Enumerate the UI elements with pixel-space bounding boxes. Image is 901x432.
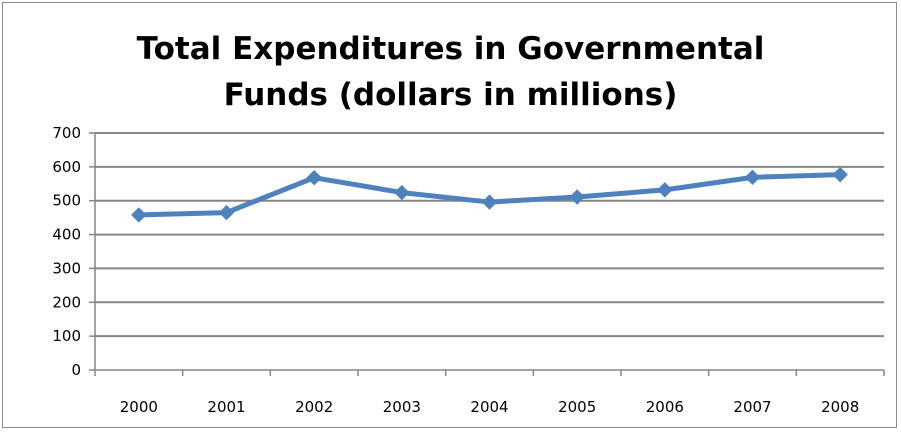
chart-title-line-2: Funds (dollars in millions) bbox=[223, 77, 678, 113]
x-tick-label: 2007 bbox=[733, 398, 771, 416]
y-tick-label: 500 bbox=[52, 192, 81, 210]
y-tick-label: 400 bbox=[52, 226, 81, 244]
data-point-marker bbox=[832, 166, 848, 183]
y-tick-label: 300 bbox=[52, 259, 81, 277]
x-tick-label: 2005 bbox=[558, 398, 596, 416]
x-tick-label: 2004 bbox=[470, 398, 508, 416]
axes bbox=[89, 132, 885, 376]
x-tick-label: 2003 bbox=[383, 398, 421, 416]
data-point-marker bbox=[657, 182, 673, 198]
x-tick-label: 2006 bbox=[646, 398, 684, 416]
data-point-marker bbox=[394, 184, 410, 201]
x-tick-label: 2000 bbox=[120, 398, 158, 416]
series-layer bbox=[131, 166, 848, 223]
x-tick-label: 2001 bbox=[207, 398, 245, 416]
x-tick-labels: 2000 2001 2002 2003 2004 2005 2006 2007 2008 bbox=[120, 398, 860, 416]
data-point-marker bbox=[481, 194, 498, 210]
y-tick-label: 0 bbox=[71, 361, 81, 379]
y-tick-label: 100 bbox=[52, 327, 81, 345]
chart-title: Total Expenditures in Governmental Funds… bbox=[0, 26, 901, 118]
y-tick-label: 200 bbox=[52, 293, 81, 311]
data-point-marker bbox=[218, 204, 235, 221]
data-point-marker bbox=[744, 169, 761, 186]
x-tick-label: 2002 bbox=[295, 398, 333, 416]
gridlines bbox=[95, 132, 884, 338]
data-point-marker bbox=[306, 169, 322, 186]
data-point-marker bbox=[131, 207, 147, 223]
y-tick-labels: 0 100 200 300 400 500 600 700 bbox=[52, 124, 81, 379]
data-point-marker bbox=[569, 189, 585, 205]
chart-title-line-1: Total Expenditures in Governmental bbox=[136, 31, 765, 67]
y-tick-label: 700 bbox=[52, 124, 81, 142]
y-tick-label: 600 bbox=[52, 158, 81, 176]
x-tick-label: 2008 bbox=[821, 398, 859, 416]
